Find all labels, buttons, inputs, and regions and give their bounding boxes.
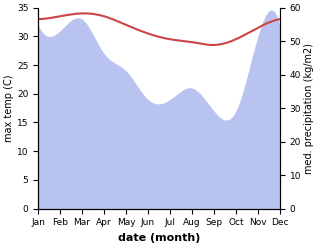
Y-axis label: max temp (C): max temp (C) xyxy=(4,74,14,142)
Y-axis label: med. precipitation (kg/m2): med. precipitation (kg/m2) xyxy=(304,43,314,174)
X-axis label: date (month): date (month) xyxy=(118,233,200,243)
